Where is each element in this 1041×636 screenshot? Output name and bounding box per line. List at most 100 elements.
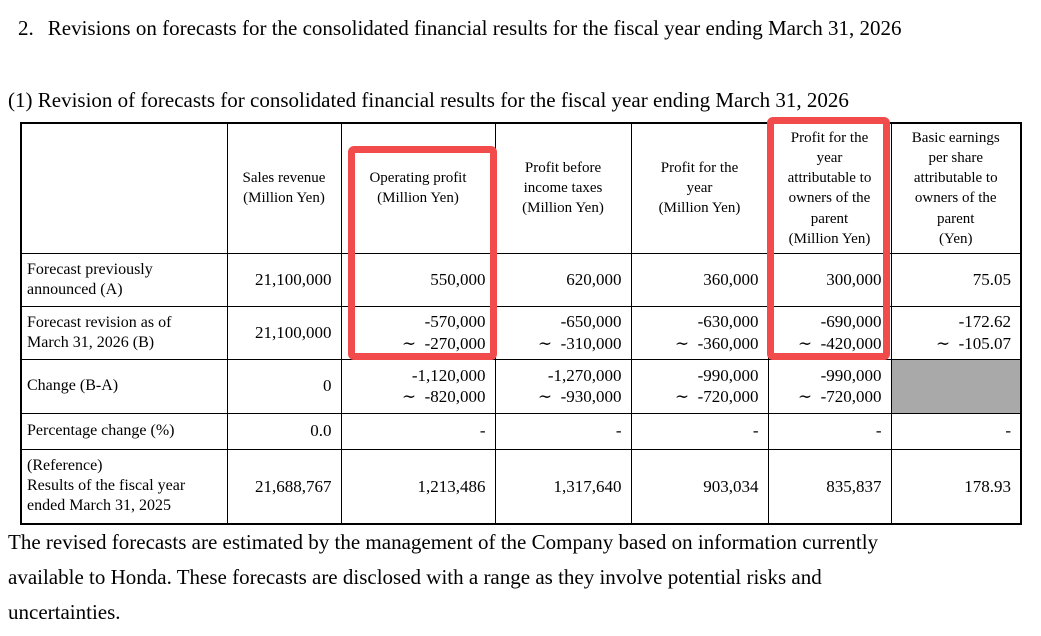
text-line: - <box>1005 421 1011 441</box>
text-line: -990,000 <box>820 365 882 385</box>
text-line: 0 <box>323 376 332 396</box>
cell-forecast-previously-announced-operating-profit: 550,000 <box>340 252 496 307</box>
text-line: per share <box>928 149 984 166</box>
text-line: 75.05 <box>972 269 1011 289</box>
page-title: 2. Revisions on forecasts for the consoli… <box>18 16 902 41</box>
text-line: ∼ -930,000 <box>537 387 622 406</box>
text-line: year <box>686 180 713 197</box>
section-subtitle: (1) Revision of forecasts for consolidat… <box>8 88 849 112</box>
text-line: Forecast revision as of <box>27 313 172 331</box>
col-header-operating-profit: Operating profit (Million Yen) <box>340 122 496 254</box>
text-line: income taxes <box>523 180 603 197</box>
text-line: -650,000 <box>560 312 622 332</box>
text-line: ∼ -270,000 <box>401 333 486 353</box>
col-header-basic-earnings-per-share: Basic earnings per share attributable to ow… <box>890 122 1022 254</box>
text-line: ∼ -310,000 <box>537 333 622 353</box>
cell-reference-results-fy2025-sales-revenue: 21,688,767 <box>226 448 342 525</box>
cell-forecast-revision-basic-earnings-per-share: -172.62 ∼ -105.07 <box>890 305 1022 360</box>
forecast-table: Sales revenue (Million Yen) Operating prof… <box>20 122 1022 525</box>
row-header-percentage-change: Percentage change (%) <box>20 412 228 450</box>
footer-note-line: uncertainties. <box>8 600 121 624</box>
forecast-table-head: Sales revenue (Million Yen) Operating prof… <box>20 122 1022 254</box>
table-row-forecast-revision: Forecast revision as of March 31, 2026 (B… <box>20 305 1022 360</box>
header-row: Sales revenue (Million Yen) Operating prof… <box>20 122 1022 254</box>
text-line: Sales revenue <box>242 170 326 186</box>
row-header-forecast-previously-announced: Forecast previously announced (A) <box>20 252 228 307</box>
text-line: - <box>479 421 486 441</box>
text-line: 21,688,767 <box>255 476 332 496</box>
text-line: - <box>752 421 759 441</box>
text-line: 1,317,640 <box>553 476 622 496</box>
text-line: 620,000 <box>566 269 622 289</box>
text-line: -990,000 <box>697 365 759 385</box>
table-row-percentage-change: Percentage change (%) 0.0 - - - - - <box>20 412 1022 450</box>
col-header-profit-before-income-taxes: Profit before income taxes (Million Yen) <box>494 122 632 254</box>
text-line: -570,000 <box>424 312 486 332</box>
text-line: -172.62 <box>958 312 1011 332</box>
text-line: parent <box>937 210 975 227</box>
cell-reference-results-fy2025-profit-for-the-year: 903,034 <box>630 448 769 525</box>
cell-change-b-a-profit-for-the-year: -990,000 ∼ -720,000 <box>630 358 769 414</box>
text-line: attributable to <box>787 170 872 186</box>
cell-reference-results-fy2025-profit-before-income-taxes: 1,317,640 <box>494 448 632 525</box>
text-line: 550,000 <box>430 269 486 289</box>
text-line: ∼ -720,000 <box>674 387 759 406</box>
text-line: year <box>816 149 843 166</box>
text-line: - <box>875 421 882 441</box>
cell-forecast-revision-operating-profit: -570,000 ∼ -270,000 <box>340 305 496 360</box>
text-line: Forecast previously <box>27 260 153 278</box>
cell-percentage-change-operating-profit: - <box>340 412 496 450</box>
text-line: (Million Yen) <box>377 190 459 207</box>
text-line: owners of the <box>914 190 997 207</box>
cell-forecast-previously-announced-profit-attributable-to-owners: 300,000 <box>767 252 892 307</box>
text-line: 835,837 <box>826 476 882 496</box>
cell-forecast-previously-announced-sales-revenue: 21,100,000 <box>226 252 342 307</box>
cell-change-b-a-profit-attributable-to-owners: -990,000 ∼ -720,000 <box>767 358 892 414</box>
text-line: 360,000 <box>703 269 759 289</box>
table-row-forecast-previously-announced: Forecast previously announced (A) 21,100,0… <box>20 252 1022 307</box>
text-line: Profit for the <box>790 129 869 146</box>
text-line: Basic earnings <box>911 129 1000 146</box>
cell-forecast-revision-profit-for-the-year: -630,000 ∼ -360,000 <box>630 305 769 360</box>
footer-note-line: The revised forecasts are estimated by t… <box>8 530 879 554</box>
text-line: Percentage change (%) <box>27 422 175 439</box>
cell-percentage-change-profit-for-the-year: - <box>630 412 769 450</box>
row-header-forecast-revision: Forecast revision as of March 31, 2026 (B… <box>20 305 228 360</box>
text-line: (Million Yen) <box>243 190 325 207</box>
text-line: 178.93 <box>964 476 1011 496</box>
text-line: 21,100,000 <box>255 269 332 289</box>
corner-cell <box>20 122 228 254</box>
text-line: 0.0 <box>310 421 332 441</box>
text-line: Operating profit <box>369 170 467 186</box>
page-title-number: 2. <box>18 16 34 40</box>
text-line: 300,000 <box>826 269 882 289</box>
text-line: ∼ -720,000 <box>797 387 882 406</box>
cell-percentage-change-basic-earnings-per-share: - <box>890 412 1022 450</box>
cell-forecast-revision-sales-revenue: 21,100,000 <box>226 305 342 360</box>
cell-reference-results-fy2025-profit-attributable-to-owners: 835,837 <box>767 448 892 525</box>
text-line: -630,000 <box>697 312 759 332</box>
footer-note: The revised forecasts are estimated by t… <box>8 527 1028 632</box>
text-line: ∼ -360,000 <box>674 333 759 353</box>
text-line: (Reference) <box>27 457 103 475</box>
cell-reference-results-fy2025-operating-profit: 1,213,486 <box>340 448 496 525</box>
text-line: owners of the <box>788 190 871 207</box>
text-line: ended March 31, 2025 <box>27 497 171 515</box>
col-header-profit-attributable-to-owners: Profit for the year attributable to owners … <box>767 122 892 254</box>
text-line: (Million Yen) <box>658 200 741 217</box>
footer-note-line: available to Honda. These forecasts are … <box>8 565 822 589</box>
text-line: Profit for the <box>660 159 739 176</box>
text-line: 903,034 <box>703 476 759 496</box>
col-header-profit-for-the-year: Profit for the year (Million Yen) <box>630 122 769 254</box>
text-line: (Million Yen) <box>522 200 604 217</box>
text-line: announced (A) <box>27 280 123 298</box>
row-header-reference-results-fy2025: (Reference) Results of the fiscal year end… <box>20 448 228 525</box>
row-header-change-b-a: Change (B-A) <box>20 358 228 414</box>
text-line: ∼ -105.07 <box>935 333 1011 353</box>
cell-percentage-change-sales-revenue: 0.0 <box>226 412 342 450</box>
text-line: March 31, 2026 (B) <box>27 333 155 351</box>
text-line: ∼ -820,000 <box>401 387 486 406</box>
forecast-table-body: Forecast previously announced (A) 21,100,0… <box>20 252 1022 525</box>
cell-change-b-a-operating-profit: -1,120,000 ∼ -820,000 <box>340 358 496 414</box>
text-line: -1,120,000 <box>411 365 486 385</box>
